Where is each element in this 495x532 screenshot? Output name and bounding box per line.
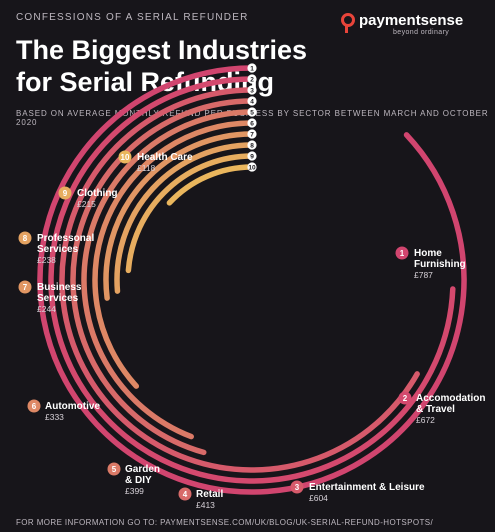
arc-bar-9: [125, 153, 255, 274]
category-label-3: Entertainment & Leisure: [309, 482, 425, 493]
category-label-2-line2: & Travel: [416, 404, 455, 415]
value-label-7: £244: [37, 304, 56, 314]
category-label-1-line2: Furnishing: [414, 259, 466, 270]
category-label-8-line2: Services: [37, 244, 79, 255]
category-label-8: Professonal: [37, 233, 94, 244]
arc-bar-3: [59, 87, 420, 473]
rank-number-7: 7: [250, 131, 254, 138]
rank-number-10: 10: [248, 164, 256, 171]
rank-badge-2: [398, 391, 412, 405]
value-label-6: £333: [45, 412, 64, 422]
rank-badge-number-1: 1: [400, 249, 405, 258]
rank-number-8: 8: [250, 142, 254, 149]
rank-badge-number-2: 2: [403, 394, 408, 403]
footer-link-text[interactable]: FOR MORE INFORMATION GO TO: PAYMENTSENSE…: [16, 518, 434, 527]
rank-marker-group: 1 2 3 4 5 6 7 8 9 10: [247, 63, 257, 172]
rank-marker-6: [247, 118, 257, 128]
arc-group: [37, 65, 467, 495]
value-label-5: £399: [125, 486, 144, 496]
category-label-1: Home: [414, 248, 442, 259]
rank-badge-number-4: 4: [183, 490, 188, 499]
category-label-9: Clothing: [77, 188, 118, 199]
rank-badge-8: [18, 231, 32, 245]
brand-name: paymentsense: [359, 12, 464, 29]
arc-bar-2: [48, 76, 456, 484]
rank-marker-2: [247, 74, 257, 84]
arc-bar-1: [37, 65, 467, 495]
category-label-2: Accomodation: [416, 393, 485, 404]
value-label-9: £215: [77, 199, 96, 209]
rank-marker-3: [247, 85, 257, 95]
value-label-3: £604: [309, 493, 328, 503]
rank-badge-number-3: 3: [295, 483, 300, 492]
rank-badge-number-6: 6: [32, 402, 37, 411]
arc-bar-4: [70, 98, 255, 456]
brand-logo[interactable]: paymentsense beyond ordinary: [339, 12, 479, 38]
rank-number-3: 3: [250, 87, 254, 94]
arc-bar-6: [92, 120, 255, 389]
rank-badge-4: [178, 487, 192, 501]
arc-bar-7: [103, 131, 255, 301]
rank-marker-9: [247, 151, 257, 161]
category-label-5-line2: & DIY: [125, 475, 152, 486]
brand-tagline: beyond ordinary: [393, 29, 450, 36]
kicker-text: CONFESSIONS OF A SERIAL REFUNDER: [16, 12, 249, 23]
rank-marker-1: [247, 63, 257, 73]
rank-badge-6: [27, 399, 41, 413]
rank-badge-number-5: 5: [112, 465, 117, 474]
rank-number-6: 6: [250, 120, 254, 127]
rank-badge-9: [58, 186, 72, 200]
arc-bar-5: [81, 109, 255, 440]
rank-number-2: 2: [250, 76, 254, 83]
value-label-10: £118: [137, 163, 156, 173]
rank-number-1: 1: [250, 65, 254, 72]
rank-badge-7: [18, 280, 32, 294]
value-label-4: £413: [196, 500, 215, 510]
rank-badge-number-9: 9: [63, 189, 68, 198]
category-label-5: Garden: [125, 464, 160, 475]
rank-badge-3: [290, 480, 304, 494]
rank-number-5: 5: [250, 109, 254, 116]
value-label-1: £787: [414, 270, 433, 280]
rank-badge-number-8: 8: [23, 234, 28, 243]
rank-marker-5: [247, 107, 257, 117]
rank-number-4: 4: [250, 98, 254, 105]
rank-badge-1: [395, 246, 409, 260]
value-label-8: £238: [37, 255, 56, 265]
rank-marker-10: [247, 162, 257, 172]
category-label-6: Automotive: [45, 401, 100, 412]
category-label-7: Business: [37, 282, 82, 293]
category-label-4: Retail: [196, 489, 223, 500]
rank-badge-number-7: 7: [23, 283, 28, 292]
rank-marker-8: [247, 140, 257, 150]
value-label-2: £672: [416, 415, 435, 425]
rank-badge-10: [118, 150, 132, 164]
rank-badge-5: [107, 462, 121, 476]
arc-bar-8: [114, 142, 255, 294]
category-label-10: Health Care: [137, 152, 193, 163]
category-label-7-line2: Services: [37, 293, 79, 304]
paymentsense-logo-icon: [341, 13, 355, 33]
rank-badge-number-10: 10: [121, 153, 130, 162]
rank-marker-7: [247, 129, 257, 139]
rank-marker-4: [247, 96, 257, 106]
rank-number-9: 9: [250, 153, 254, 160]
arc-bar-10: [166, 164, 255, 206]
